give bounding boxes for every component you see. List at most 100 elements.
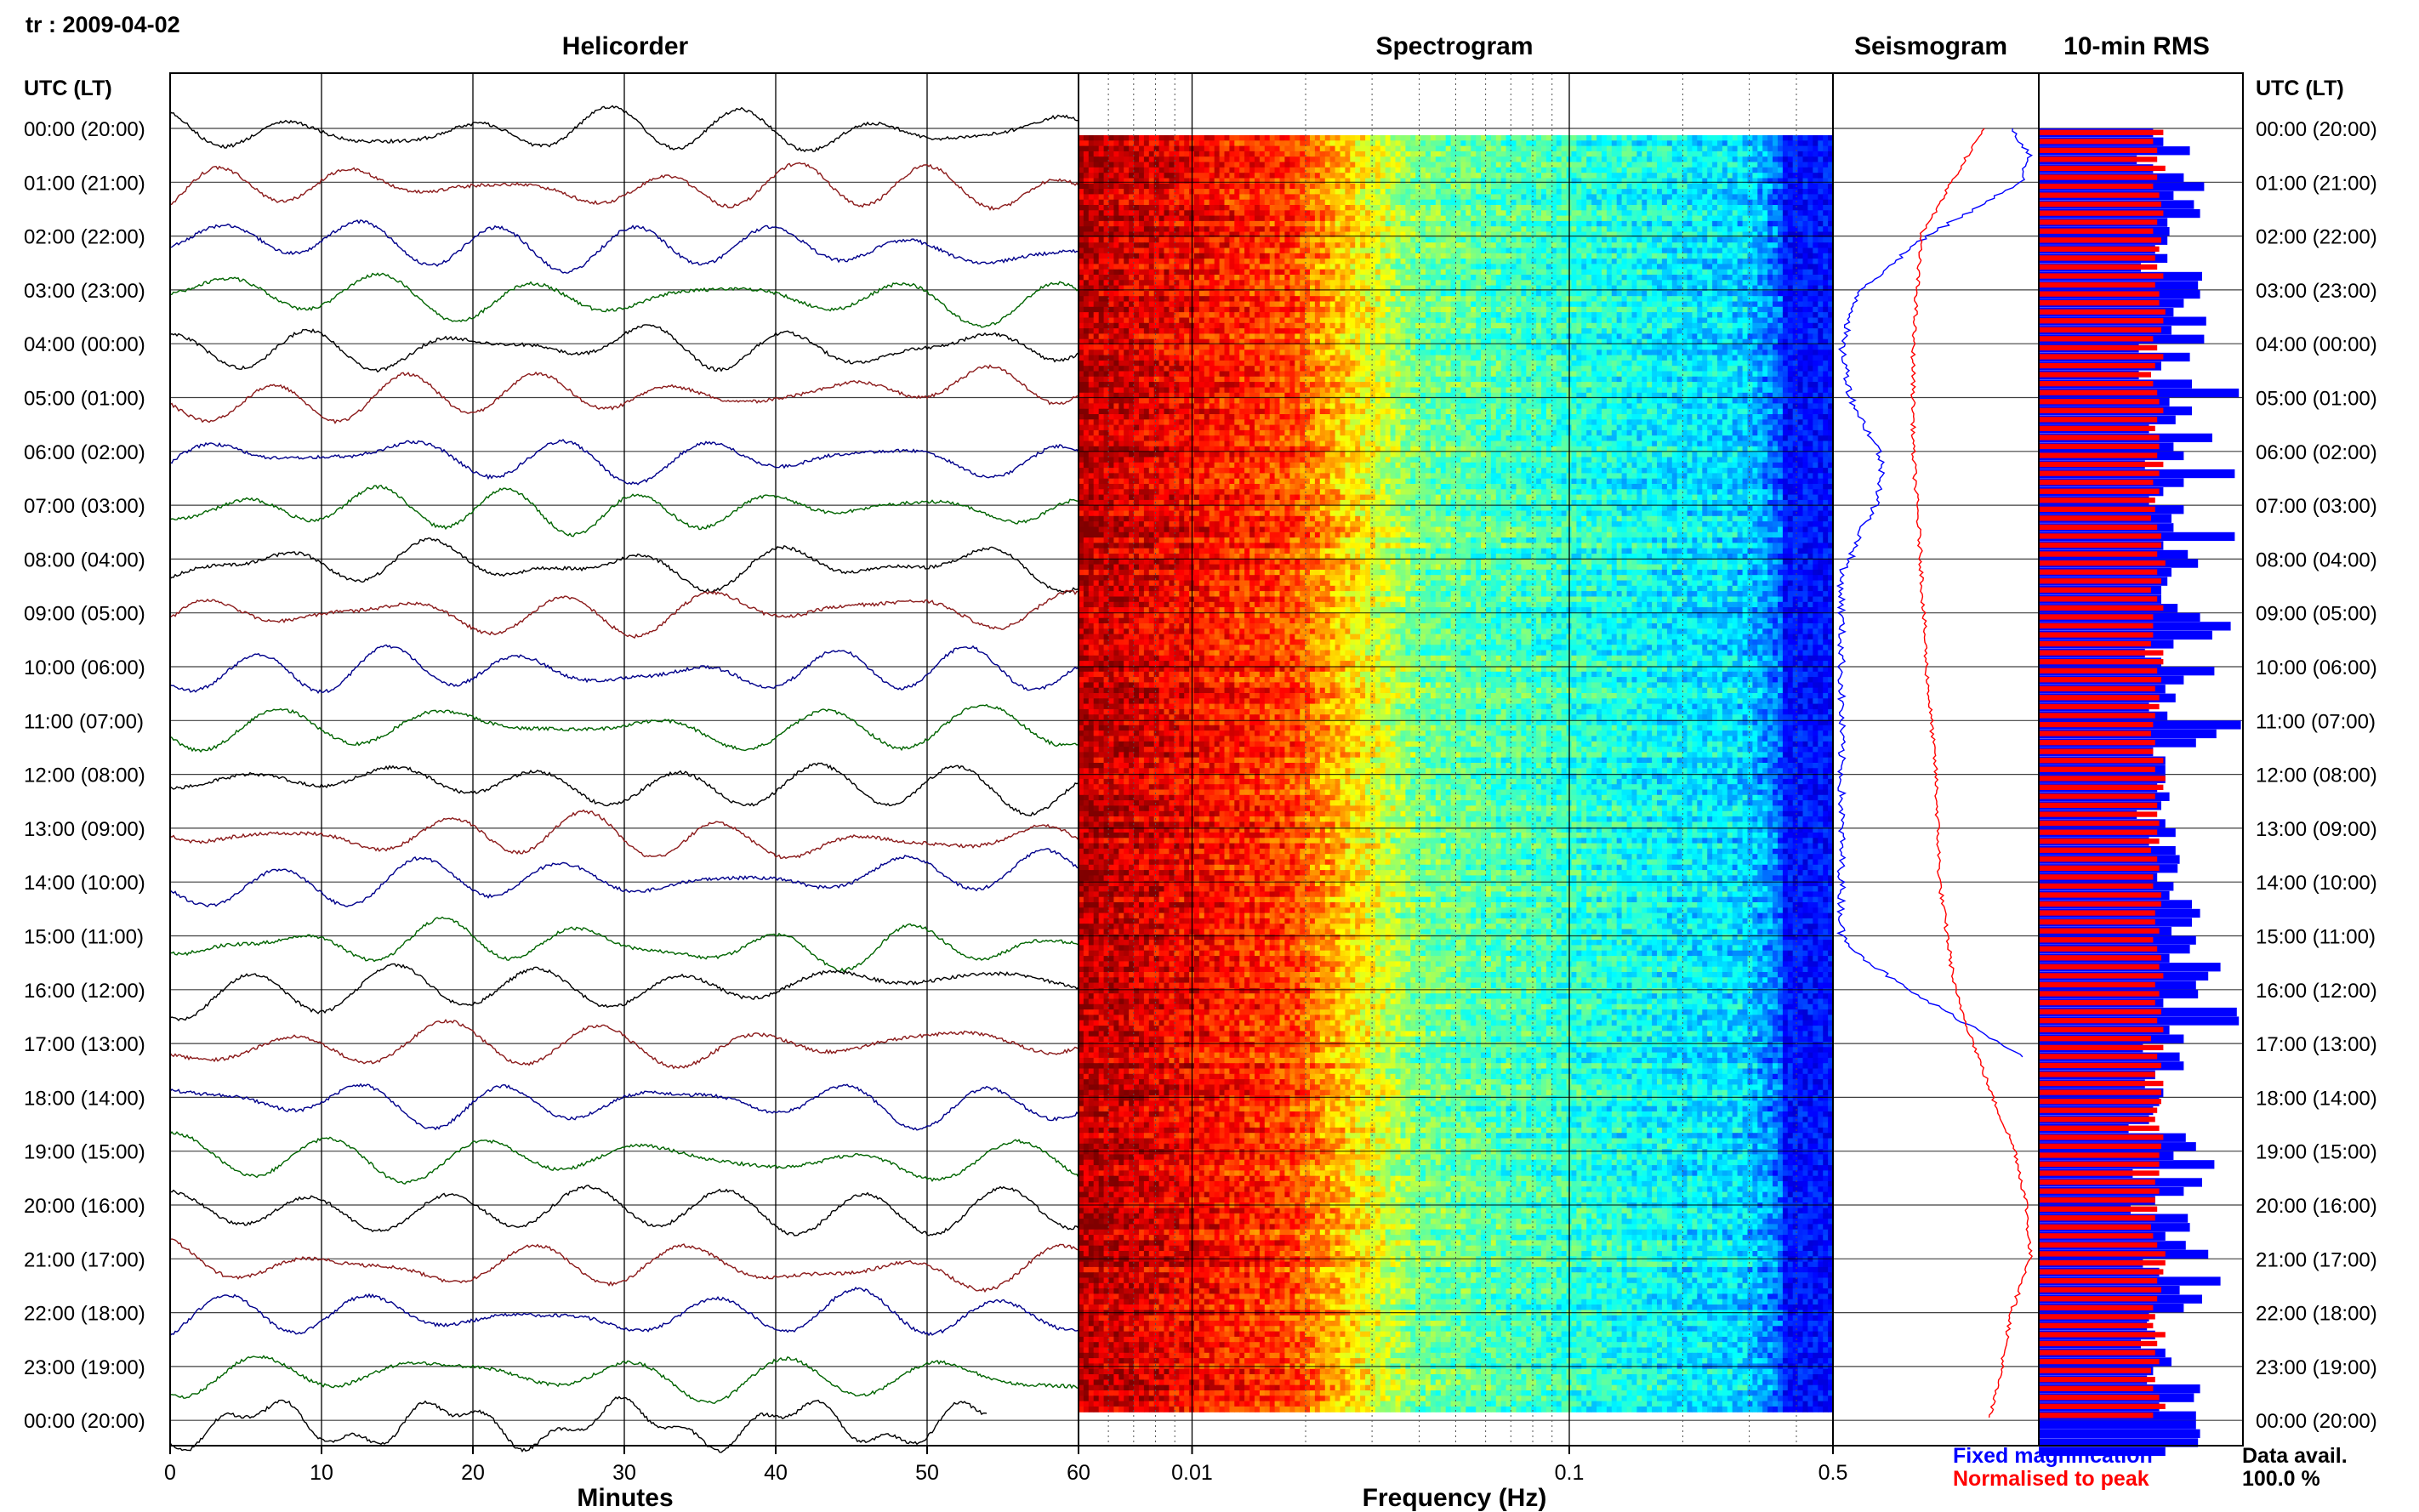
spectrogram-cell (1229, 199, 1235, 206)
spectrogram-cell (1350, 269, 1356, 276)
spectrogram-cell (1289, 306, 1295, 313)
spectrogram-cell (1174, 236, 1180, 243)
spectrogram-cell (1380, 178, 1386, 185)
spectrogram-cell (1093, 301, 1100, 308)
spectrogram-cell (1671, 135, 1678, 141)
spectrogram-cell (1158, 220, 1165, 227)
spectrogram-cell (1455, 140, 1461, 147)
spectrogram-cell (1335, 296, 1341, 303)
spectrogram-cell (1495, 280, 1502, 287)
spectrogram-cell (1616, 173, 1623, 179)
spectrogram-cell (1661, 296, 1668, 303)
spectrogram-cell (1586, 275, 1592, 281)
spectrogram-cell (1264, 247, 1271, 254)
spectrogram-cell (1329, 301, 1336, 308)
spectrogram-cell (1314, 215, 1321, 222)
spectrogram-cell (1134, 194, 1140, 201)
spectrogram-cell (1500, 247, 1507, 254)
spectrogram-cell (1350, 183, 1356, 190)
spectrogram-cell (1375, 231, 1381, 238)
spectrogram-cell (1139, 290, 1145, 297)
spectrogram-cell (1773, 215, 1779, 222)
spectrogram-cell (1345, 140, 1351, 147)
spectrogram-cell (1657, 290, 1663, 297)
spectrogram-cell (1466, 247, 1471, 254)
spectrogram-cell (1692, 173, 1698, 179)
spectrogram-cell (1264, 135, 1271, 141)
spectrogram-cell (1395, 151, 1401, 157)
spectrogram-cell (1153, 189, 1160, 195)
spectrogram-cell (1324, 194, 1331, 201)
spectrogram-cell (1752, 306, 1758, 313)
spectrogram-cell (1671, 259, 1678, 264)
spectrogram-cell (1813, 301, 1819, 308)
spectrogram-cell (1300, 301, 1306, 308)
spectrogram-cell (1204, 306, 1210, 313)
spectrogram-cell (1158, 269, 1165, 276)
spectrogram-cell (1249, 145, 1255, 152)
spectrogram-cell (1390, 183, 1397, 190)
spectrogram-cell (1616, 226, 1623, 233)
spectrogram-cell (1370, 231, 1376, 238)
spectrogram-cell (1204, 242, 1210, 249)
spectrogram-cell (1179, 236, 1185, 243)
spectrogram-cell (1440, 236, 1447, 243)
spectrogram-cell (1224, 167, 1230, 173)
spectrogram-cell (1400, 167, 1406, 173)
spectrogram-cell (1545, 275, 1552, 281)
spectrogram-cell (1460, 167, 1466, 173)
spectrogram-cell (1239, 140, 1245, 147)
spectrogram-cell (1505, 205, 1512, 211)
spectrogram-cell (1541, 247, 1547, 254)
spectrogram-cell (1435, 205, 1442, 211)
spectrogram-cell (1782, 280, 1789, 287)
spectrogram-cell (1621, 236, 1628, 243)
spectrogram-cell (1521, 242, 1527, 249)
spectrogram-cell (1300, 264, 1306, 270)
spectrogram-cell (1079, 264, 1084, 270)
spectrogram-cell (1310, 285, 1316, 292)
spectrogram-cell (1757, 253, 1763, 259)
spectrogram-cell (1551, 264, 1557, 270)
spectrogram-cell (1505, 145, 1512, 152)
spectrogram-cell (1631, 275, 1637, 281)
spectrogram-cell (1269, 178, 1276, 185)
spectrogram-cell (1370, 145, 1376, 152)
spectrogram-cell (1319, 236, 1326, 243)
spectrogram-cell (1098, 242, 1105, 249)
spectrogram-cell (1611, 205, 1618, 211)
spectrogram-cell (1395, 220, 1401, 227)
spectrogram-cell (1466, 275, 1471, 281)
spectrogram-cell (1511, 306, 1517, 313)
spectrogram-cell (1602, 231, 1608, 238)
spectrogram-cell (1576, 236, 1582, 243)
spectrogram-cell (1707, 236, 1713, 243)
spectrogram-cell (1103, 236, 1110, 243)
spectrogram-cell (1329, 247, 1336, 254)
spectrogram-cell (1692, 253, 1698, 259)
spectrogram-cell (1742, 205, 1749, 211)
spectrogram-cell (1486, 145, 1492, 152)
spectrogram-cell (1692, 242, 1698, 249)
spectrogram-cell (1631, 178, 1637, 185)
spectrogram-cell (1335, 231, 1341, 238)
spectrogram-cell (1194, 140, 1200, 147)
spectrogram-cell (1103, 264, 1110, 270)
spectrogram-cell (1289, 162, 1295, 168)
spectrogram-cell (1481, 173, 1487, 179)
spectrogram-cell (1405, 280, 1411, 287)
spectrogram-cell (1420, 135, 1426, 141)
spectrogram-cell (1636, 215, 1642, 222)
spectrogram-cell (1471, 231, 1477, 238)
spectrogram-cell (1209, 194, 1215, 201)
spectrogram-cell (1717, 183, 1723, 190)
spectrogram-cell (1390, 296, 1397, 303)
spectrogram-cell (1118, 140, 1124, 147)
spectrogram-cell (1179, 173, 1185, 179)
spectrogram-cell (1310, 301, 1316, 308)
spectrogram-cell (1350, 173, 1356, 179)
spectrogram-cell (1345, 247, 1351, 254)
spectrogram-cell (1083, 296, 1090, 303)
spectrogram-cell (1737, 285, 1744, 292)
spectrogram-cell (1602, 220, 1608, 227)
